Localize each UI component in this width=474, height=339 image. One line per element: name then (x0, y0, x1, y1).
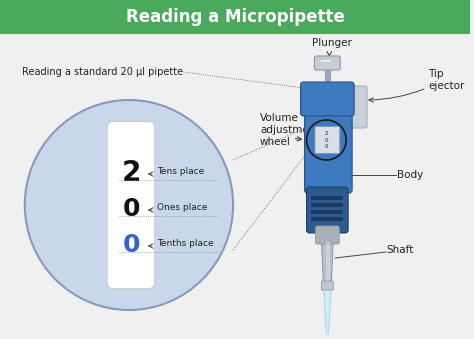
Bar (325, 68, 330, 88)
Polygon shape (323, 287, 331, 334)
Bar (311, 203, 343, 207)
FancyBboxPatch shape (304, 107, 352, 193)
Text: Volume
adjustment
wheel: Volume adjustment wheel (260, 114, 319, 146)
FancyBboxPatch shape (315, 226, 339, 244)
Text: 0: 0 (123, 233, 141, 257)
FancyBboxPatch shape (314, 56, 340, 70)
Text: Body: Body (397, 170, 423, 180)
FancyBboxPatch shape (301, 82, 354, 116)
Text: Tip
ejector: Tip ejector (428, 69, 465, 91)
Text: Reading a standard 20 µl pipette: Reading a standard 20 µl pipette (22, 67, 183, 77)
Text: 2
0
0: 2 0 0 (325, 131, 328, 149)
Polygon shape (321, 240, 333, 285)
Bar (311, 196, 343, 200)
FancyBboxPatch shape (107, 121, 155, 288)
Bar (326, 242, 330, 282)
Text: Plunger: Plunger (312, 38, 352, 48)
Text: Reading a Micropipette: Reading a Micropipette (126, 8, 345, 26)
Text: 2: 2 (122, 159, 142, 187)
Bar (311, 217, 343, 221)
FancyBboxPatch shape (321, 281, 333, 290)
Text: Tenths place: Tenths place (157, 239, 213, 248)
Text: Ones place: Ones place (157, 203, 207, 213)
FancyBboxPatch shape (315, 126, 340, 154)
Circle shape (25, 100, 233, 310)
FancyBboxPatch shape (307, 187, 348, 233)
FancyBboxPatch shape (345, 86, 367, 128)
Bar (311, 210, 343, 214)
Text: Shaft: Shaft (387, 245, 414, 255)
Text: Tens place: Tens place (157, 167, 204, 177)
Bar (0, 0, 470, 34)
Text: 0: 0 (123, 197, 141, 221)
